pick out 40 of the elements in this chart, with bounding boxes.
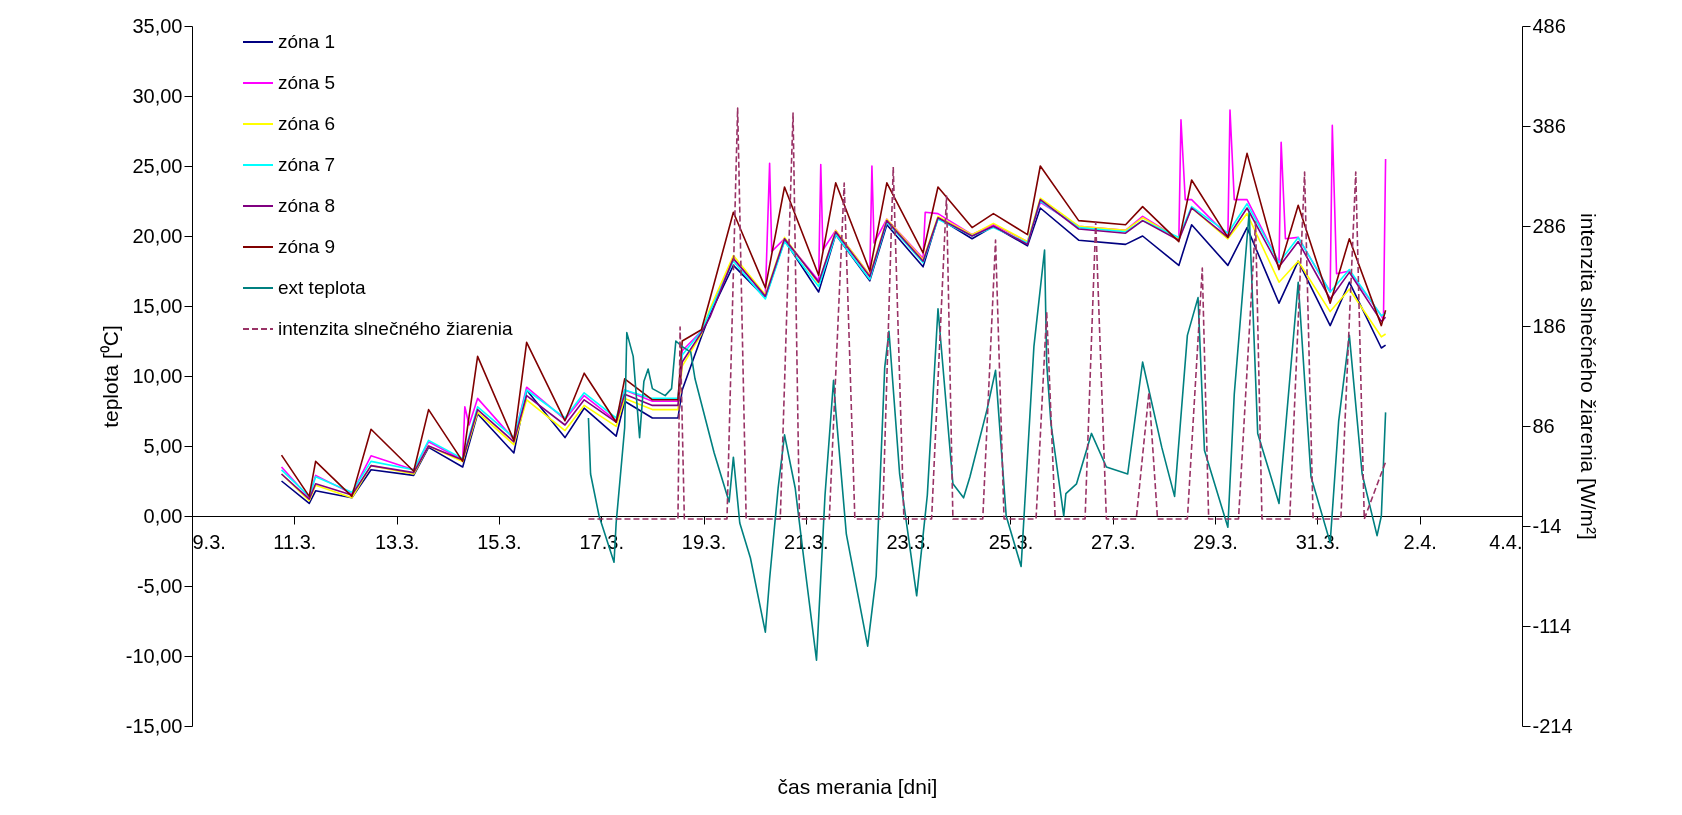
x-tick-label: 11.3. <box>273 530 317 553</box>
x-tick-label: 27.3. <box>1091 530 1136 553</box>
y2-tick-label: 186 <box>1532 314 1566 337</box>
y2-tick-label: 86 <box>1532 414 1555 437</box>
legend-label: zóna 8 <box>278 195 336 216</box>
x-tick-label: 19.3. <box>681 530 727 553</box>
y-tick-label: -15,00 <box>125 714 183 737</box>
x-tick-label: 9.3. <box>192 530 226 553</box>
x-tick-label: 2.4. <box>1403 530 1437 553</box>
y2-tick-label: 286 <box>1532 214 1566 237</box>
y-tick-label: 15,00 <box>132 294 183 317</box>
y2-tick-label: -114 <box>1532 614 1572 637</box>
legend-label: ext teplota <box>278 277 367 298</box>
legend-label: zóna 9 <box>278 236 336 257</box>
legend-label: zóna 7 <box>278 154 336 175</box>
y-tick-label: -5,00 <box>136 574 183 597</box>
legend-label: zóna 6 <box>278 113 336 134</box>
legend-label: intenzita slnečného žiarenia <box>278 318 513 339</box>
y-tick-label: 30,00 <box>132 84 183 107</box>
x-tick-label: 31.3. <box>1295 530 1341 553</box>
y-tick-label: 10,00 <box>132 364 183 387</box>
x-axis-title: čas merania [dni] <box>777 774 938 798</box>
y-tick-label: 0,00 <box>143 504 183 527</box>
y-tick-label: 35,00 <box>132 14 183 37</box>
y-tick-label: 20,00 <box>132 224 183 247</box>
y2-tick-label: 386 <box>1532 114 1566 137</box>
y2-tick-label: -14 <box>1532 514 1562 537</box>
x-tick-label: 13.3. <box>374 530 420 553</box>
legend-label: zóna 5 <box>278 72 336 93</box>
y2-tick-label: -214 <box>1532 714 1573 737</box>
x-tick-label: 4.4. <box>1489 530 1523 553</box>
x-tick-label: 15.3. <box>477 530 522 553</box>
y-tick-label: 25,00 <box>132 154 183 177</box>
y-axis-title: teplota [⁰C] <box>98 325 122 428</box>
legend-label: zóna 1 <box>278 31 336 52</box>
x-tick-label: 29.3. <box>1193 530 1238 553</box>
y-tick-label: 5,00 <box>143 434 183 457</box>
y2-tick-label: 486 <box>1532 14 1566 37</box>
y2-axis-title: intenzita slnečného žiarenia [W/m²] <box>1576 213 1600 540</box>
y-tick-label: -10,00 <box>125 644 183 667</box>
